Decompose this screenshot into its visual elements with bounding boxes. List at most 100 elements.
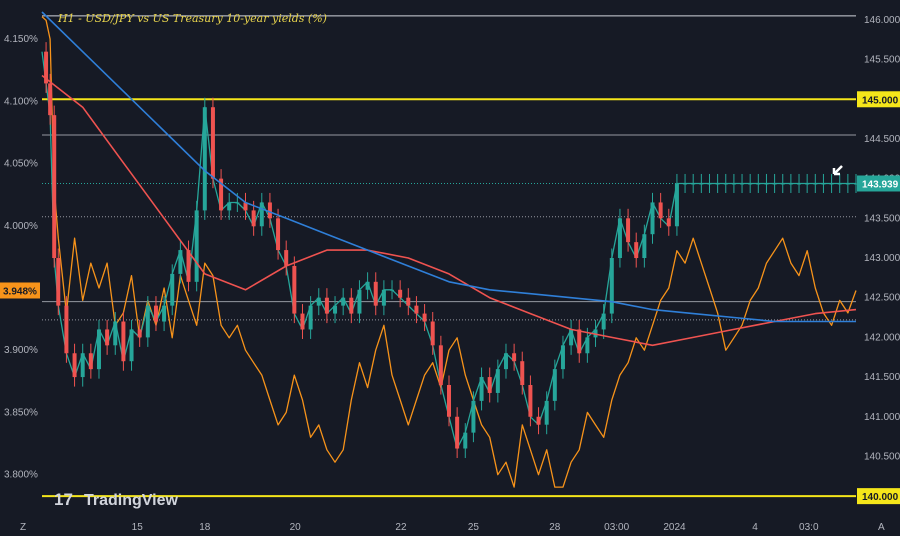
- candle-body: [699, 183, 704, 185]
- candle-body: [650, 202, 655, 235]
- candle-body: [88, 353, 93, 370]
- x-tick-label: 28: [549, 522, 561, 533]
- candle-body: [194, 210, 199, 282]
- candle-body: [365, 281, 370, 290]
- candle-body: [186, 250, 191, 282]
- x-axis: 15 18 20 22 25 28 03:00 2024 4 03:0: [132, 522, 819, 533]
- x-tick-label: 20: [290, 522, 302, 533]
- candle-body: [674, 183, 679, 227]
- candle-body: [821, 183, 826, 185]
- candle-body: [202, 107, 207, 211]
- candle-body: [503, 353, 508, 370]
- left-tick-label: 3.850%: [4, 407, 38, 418]
- candle-body: [121, 321, 126, 362]
- tradingview-logo-mark: 17: [54, 490, 73, 509]
- candle-body: [300, 313, 305, 330]
- candle-body: [740, 183, 745, 185]
- right-tick-label: 142.500: [864, 293, 900, 304]
- candle-body: [56, 258, 61, 306]
- left-tick-label: 3.900%: [4, 345, 38, 356]
- candle-body: [210, 107, 215, 179]
- candle-body: [609, 258, 614, 314]
- left-tick-label: 4.100%: [4, 96, 38, 107]
- candle-body: [235, 202, 240, 204]
- candle-body: [772, 183, 777, 185]
- right-tick-label: 142.000: [864, 332, 900, 343]
- left-tick-label: 3.800%: [4, 470, 38, 481]
- candle-body: [153, 305, 158, 322]
- right-level-box-0: [857, 91, 900, 108]
- candle-body: [105, 329, 110, 346]
- candle-body: [422, 313, 427, 322]
- series-line-3: [41, 11, 856, 323]
- left-tick-label: 4.050%: [4, 159, 38, 170]
- candle-body: [658, 202, 663, 219]
- candle-body: [137, 329, 142, 338]
- candle-body: [715, 183, 720, 185]
- candle-body: [284, 250, 289, 266]
- candle-body: [731, 183, 736, 185]
- right-tick-label: 140.500: [864, 451, 900, 462]
- candle-body: [438, 345, 443, 386]
- candle-body: [430, 321, 435, 346]
- candle-body: [854, 183, 858, 185]
- candle-body: [162, 305, 167, 322]
- x-tick-label: 2024: [663, 522, 686, 533]
- candle-body: [780, 183, 785, 185]
- corner-right-label[interactable]: A: [878, 522, 885, 533]
- tradingview-logo: 17 TradingView: [54, 490, 179, 509]
- candle-body: [316, 297, 321, 306]
- candle-body: [544, 400, 549, 425]
- candle-body: [666, 218, 671, 227]
- candle-body: [487, 377, 492, 393]
- candle-body: [267, 202, 272, 219]
- candle-body: [308, 305, 313, 330]
- chart-title: H1 - USD/JPY vs US Treasury 10-year yiel…: [57, 12, 327, 25]
- candle-body: [381, 289, 386, 306]
- candle-body: [52, 115, 57, 259]
- candle-body: [520, 361, 525, 386]
- candle-body: [756, 183, 761, 185]
- candle-body: [333, 305, 338, 314]
- candle-body: [80, 353, 85, 378]
- right-tick-label: 141.000: [864, 412, 900, 423]
- candle-body: [845, 183, 850, 185]
- x-tick-label: 03:00: [604, 522, 629, 533]
- candle-body: [129, 329, 134, 362]
- x-tick-label: 4: [752, 522, 758, 533]
- left-current-box: [0, 282, 40, 299]
- x-tick-label: 15: [132, 522, 144, 533]
- candle-body: [813, 183, 818, 185]
- candle-body: [406, 297, 411, 306]
- right-tick-label: 145.500: [864, 55, 900, 66]
- candle-body: [72, 353, 77, 378]
- right-current-box: [857, 175, 900, 192]
- x-tick-label: 18: [199, 522, 211, 533]
- left-axis: 3.800%3.850%3.900%3.950%4.000%4.050%4.10…: [0, 34, 40, 481]
- candle-body: [455, 416, 460, 449]
- tradingview-logo-text: TradingView: [84, 492, 179, 509]
- candle-body: [512, 353, 517, 362]
- right-current-label: 143.939: [862, 179, 899, 190]
- candle-body: [96, 329, 101, 370]
- candle-body: [219, 178, 224, 211]
- candle-body: [642, 234, 647, 259]
- series-layer: [41, 11, 858, 488]
- right-tick-label: 141.500: [864, 372, 900, 383]
- candle-body: [447, 385, 451, 417]
- candle-body: [227, 202, 232, 211]
- candle-body: [324, 297, 329, 314]
- right-level-label-0: 145.000: [862, 95, 899, 106]
- candle-body: [788, 183, 793, 185]
- candle-body: [243, 202, 248, 211]
- candle-body: [414, 305, 419, 314]
- candle-body: [617, 218, 622, 259]
- candle-body: [805, 183, 810, 185]
- candle-body: [463, 432, 468, 449]
- candle-body: [577, 329, 582, 354]
- candle-body: [764, 183, 769, 185]
- corner-left-label[interactable]: Z: [20, 522, 26, 533]
- right-tick-label: 144.500: [864, 134, 900, 145]
